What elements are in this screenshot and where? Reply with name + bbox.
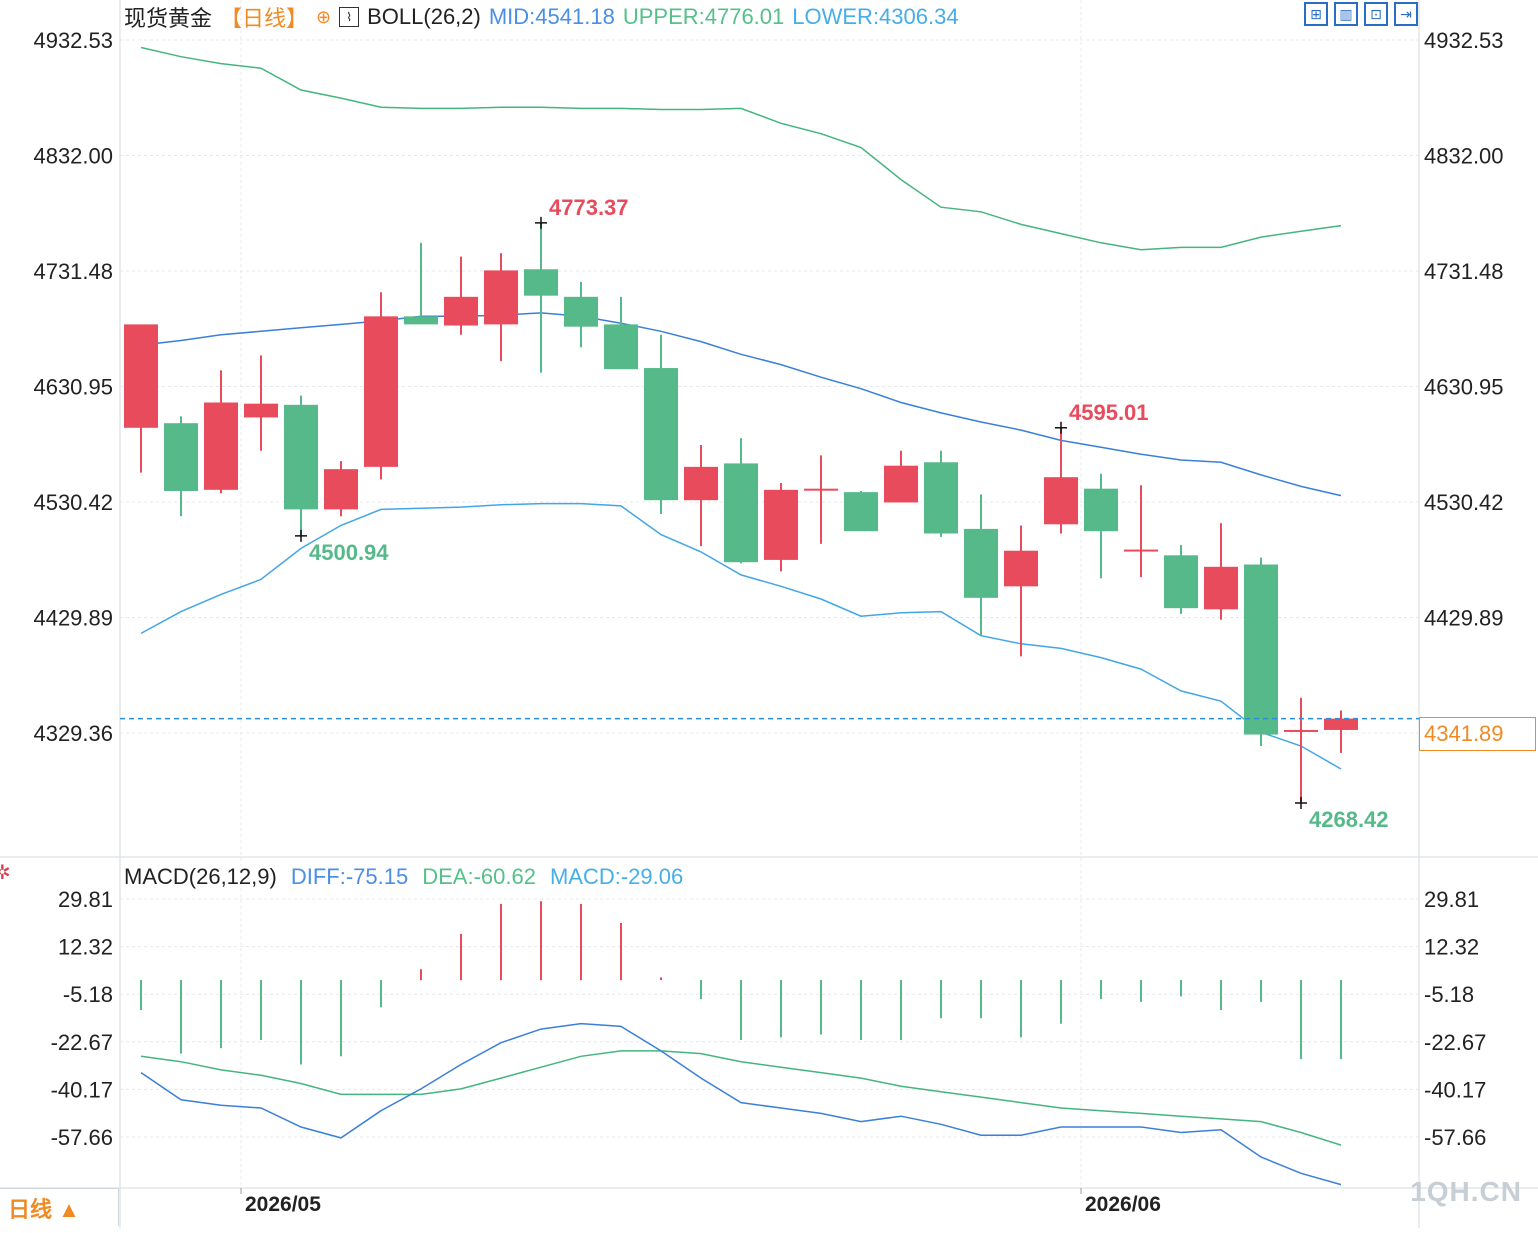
macd-indicator-label[interactable]: MACD(26,12,9)	[124, 864, 277, 889]
candle-body	[804, 488, 838, 491]
candle-body	[204, 402, 238, 490]
candle-body	[124, 324, 158, 428]
main-y-tick-label-left: 4630.95	[33, 374, 113, 399]
macd-diff-line	[140, 1022, 1342, 1186]
candle-body	[964, 528, 998, 598]
candle-body	[1164, 555, 1198, 609]
boll-indicator-label[interactable]: BOLL(26,2)	[367, 4, 481, 29]
boll-mid-value: MID:4541.18	[488, 4, 615, 29]
candle-body	[284, 404, 318, 510]
macd-y-tick-label-left: 12.32	[58, 935, 113, 960]
candle-body	[1244, 564, 1278, 735]
settings-gear-icon[interactable]: ✲	[0, 862, 11, 884]
candle-body	[604, 324, 638, 370]
macd-chart-layer	[140, 901, 1342, 1186]
annotation-label: 4500.94	[309, 540, 389, 565]
candle-body	[644, 368, 678, 501]
macd-y-tick-label-left: -40.17	[51, 1077, 113, 1102]
grid-icon[interactable]: ⊞	[1304, 2, 1328, 26]
main-legend: 现货黄金 【日线】 ⊕ ⌇ BOLL(26,2) MID:4541.18 UPP…	[124, 2, 967, 32]
macd-y-tick-label-right: -57.66	[1424, 1125, 1486, 1150]
main-y-tick-label-right: 4731.48	[1424, 259, 1504, 284]
indicator-icon[interactable]: ⌇	[339, 7, 360, 27]
candle-body	[444, 296, 478, 326]
candle-body	[324, 469, 358, 510]
candle-body	[1324, 718, 1358, 730]
candle-body	[1204, 566, 1238, 610]
boll-upper-value: UPPER:4776.01	[622, 4, 785, 29]
main-y-tick-label-left: 4329.36	[33, 721, 113, 746]
main-y-tick-label-left: 4832.00	[33, 144, 113, 169]
candle-body	[484, 270, 518, 325]
annotation-label: 4773.37	[549, 195, 629, 220]
symbol-name[interactable]: 现货黄金	[124, 6, 213, 31]
macd-y-tick-label-left: -5.18	[63, 982, 113, 1007]
macd-y-tick-label-right: 29.81	[1424, 887, 1479, 912]
main-y-tick-label-right: 4832.00	[1424, 144, 1504, 169]
macd-y-tick-label-right: -22.67	[1424, 1030, 1486, 1055]
main-chart-layer: 4500.94 4773.37 4595.01 4268.42	[120, 46, 1419, 832]
macd-y-tick-label-left: 29.81	[58, 887, 113, 912]
zoom-in-icon[interactable]: ⊡	[1364, 2, 1388, 26]
candle-body	[364, 316, 398, 467]
candle-body	[884, 465, 918, 503]
macd-macd-value: MACD:-29.06	[549, 864, 684, 889]
annotation-label: 4268.42	[1309, 807, 1389, 832]
main-y-tick-label-left: 4932.53	[33, 28, 113, 53]
axis-layer: 4932.53 4932.53 4832.00 4832.00 4731.48 4731.…	[33, 28, 1503, 1216]
macd-y-tick-label-right: -40.17	[1424, 1077, 1486, 1102]
boll-upper-line	[140, 46, 1342, 251]
macd-legend: MACD(26,12,9) DIFF:-75.15 DEA:-60.62 MAC…	[124, 862, 697, 892]
main-y-tick-label-right: 4630.95	[1424, 374, 1504, 399]
candle-body	[1284, 729, 1318, 732]
watermark-logo: 1QH.CN	[1410, 1176, 1522, 1207]
candle-body	[684, 466, 718, 501]
boll-lower-value: LOWER:4306.34	[792, 4, 959, 29]
candle-body	[924, 462, 958, 534]
candle-body	[844, 492, 878, 532]
main-y-tick-label-right: 4530.42	[1424, 490, 1504, 515]
layout-icon[interactable]: ▥	[1334, 2, 1358, 26]
macd-y-tick-label-left: -22.67	[51, 1030, 113, 1055]
macd-diff-value: DIFF:-75.15	[290, 864, 409, 889]
x-tick-label: 2026/05	[245, 1193, 321, 1216]
boll-mid-line	[140, 312, 1342, 497]
main-y-tick-label-left: 4731.48	[33, 259, 113, 284]
main-y-tick-label-left: 4429.89	[33, 605, 113, 630]
macd-y-tick-label-left: -57.66	[51, 1125, 113, 1150]
candle-body	[1004, 550, 1038, 587]
macd-y-tick-label-right: -5.18	[1424, 982, 1474, 1007]
period-label[interactable]: 【日线】	[220, 6, 309, 31]
macd-dea-line	[140, 1050, 1342, 1146]
candle-body	[764, 489, 798, 560]
macd-y-tick-label-right: 12.32	[1424, 935, 1479, 960]
candle-body	[1124, 549, 1158, 552]
main-y-tick-label-right: 4932.53	[1424, 28, 1504, 53]
candle-body	[404, 316, 438, 325]
toolbar: ⊞ ▥ ⊡ ⇥	[1304, 2, 1418, 26]
macd-dea-value: DEA:-60.62	[422, 864, 536, 889]
main-y-tick-label-left: 4530.42	[33, 490, 113, 515]
candle-body	[564, 296, 598, 327]
main-y-tick-label-right: 4429.89	[1424, 605, 1504, 630]
annotation-label: 4595.01	[1069, 400, 1149, 425]
candle-body	[164, 423, 198, 491]
current-price-tag: 4341.89	[1419, 716, 1536, 751]
candle-body	[1084, 488, 1118, 532]
candle-body	[1044, 477, 1078, 525]
candle-body	[244, 403, 278, 418]
boll-lower-line	[140, 502, 1342, 770]
crosshair-icon[interactable]: ⊕	[316, 6, 332, 27]
x-tick-label: 2026/06	[1085, 1193, 1161, 1216]
candle-body	[524, 269, 558, 296]
period-selector[interactable]: 日线 ▲	[0, 1188, 119, 1226]
candle-body	[724, 463, 758, 563]
forward-icon[interactable]: ⇥	[1394, 2, 1418, 26]
